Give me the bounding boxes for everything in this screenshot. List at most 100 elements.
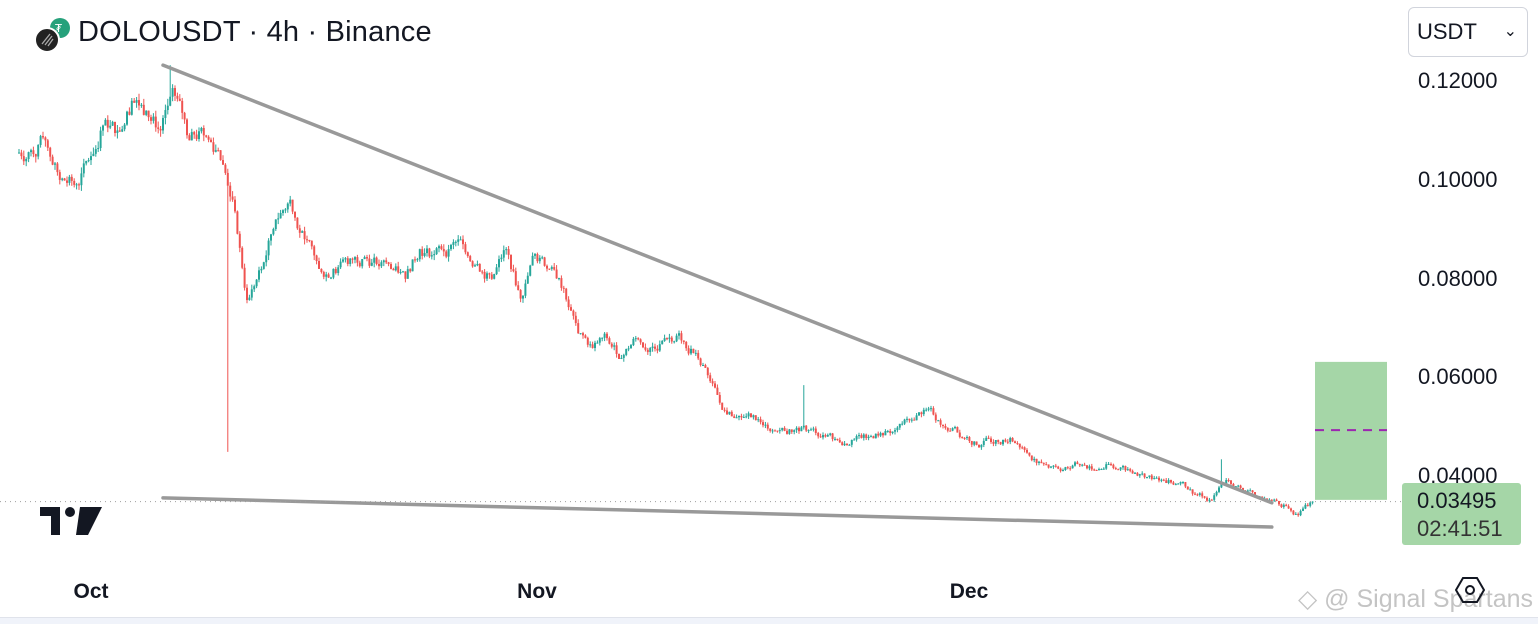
candle-body [618,353,620,359]
candle-body [344,258,347,260]
candle-body [380,262,383,267]
candle-body [92,153,95,157]
candle-body [42,136,44,138]
candle-body [1095,469,1098,471]
candle-body [205,135,208,137]
candle-body [661,340,664,345]
candle-body [198,131,200,140]
candle-body [519,290,522,299]
candle-body [274,219,277,230]
candle-body [61,178,64,180]
candle-body [1028,452,1031,456]
candle-body [702,365,704,367]
candle-body [685,341,688,349]
candle-body [987,437,990,439]
candle-body [627,348,630,350]
candle-body [106,119,109,128]
candle-body [498,259,500,268]
candle-body [692,348,695,353]
candle-body [990,438,992,442]
candle-body [284,209,287,211]
candle-body [973,441,976,445]
candle-body [903,419,906,424]
candle-body [927,408,930,410]
candle-body [334,268,337,273]
candle-body [102,125,104,131]
candle-body [512,269,515,272]
candle-body [860,435,863,438]
candle-body [896,427,899,431]
candle-body [601,337,604,339]
candle-body [133,100,136,103]
candle-body [392,268,395,271]
candle-body [1198,493,1201,495]
candle-body [495,267,498,275]
candle-body [370,262,373,266]
candle-body [819,436,822,438]
candle-body [241,247,244,268]
candle-body [716,387,719,395]
currency-select[interactable]: USDT ⌄ [1408,7,1528,57]
candle-body [843,443,846,446]
candle-body [536,254,539,262]
candle-body [1237,485,1240,487]
candle-body [932,408,935,415]
candle-body [502,250,505,258]
candle-body [1201,493,1204,497]
candle-body [248,297,251,301]
candle-body [831,433,834,440]
candle-body [1311,501,1314,503]
candle-body [759,419,762,423]
candle-body [1038,461,1040,463]
candle-body [788,429,791,434]
candle-body [913,419,916,421]
candle-body [769,428,772,431]
candle-body [1249,490,1252,492]
last-price-label: 0.03495 02:41:51 [1402,483,1521,545]
candle-body [193,132,196,135]
candle-body [493,274,496,279]
candle-body [246,287,248,301]
candle-body [1155,477,1158,479]
candle-body [666,338,668,340]
candle-body [1186,486,1189,490]
candle-body [250,289,253,298]
settings-hex-icon[interactable] [1455,575,1485,605]
candle-body [152,116,155,121]
candle-body [111,121,114,126]
candle-body [442,248,445,252]
candle-body [483,271,486,279]
candle-body [253,286,256,290]
candle-body [30,150,32,153]
candle-body [1100,469,1103,471]
candle-body [558,278,560,280]
candle-body [289,199,292,204]
candle-body [313,246,316,256]
candle-body [382,260,385,263]
candle-body [1105,464,1108,469]
candle-body [798,427,800,432]
candle-body [898,423,901,428]
candle-body [1047,464,1050,468]
candle-body [195,134,198,140]
candle-body [944,425,947,428]
candle-body [447,249,450,257]
candle-body [138,100,140,106]
candle-body [630,345,632,349]
candle-body [243,267,246,288]
candle-body [358,262,361,267]
chevron-down-icon: ⌄ [1503,23,1517,40]
candle-body [1021,447,1024,449]
candle-body [1160,479,1163,481]
candle-body [315,255,318,262]
upper-trendline [161,63,1274,505]
candle-body [178,98,181,101]
candle-body [644,347,647,350]
candle-body [922,409,925,415]
candle-body [34,154,37,157]
candle-body [889,430,892,433]
candle-body [910,419,913,421]
candle-body [985,437,988,441]
candle-body [721,402,724,410]
